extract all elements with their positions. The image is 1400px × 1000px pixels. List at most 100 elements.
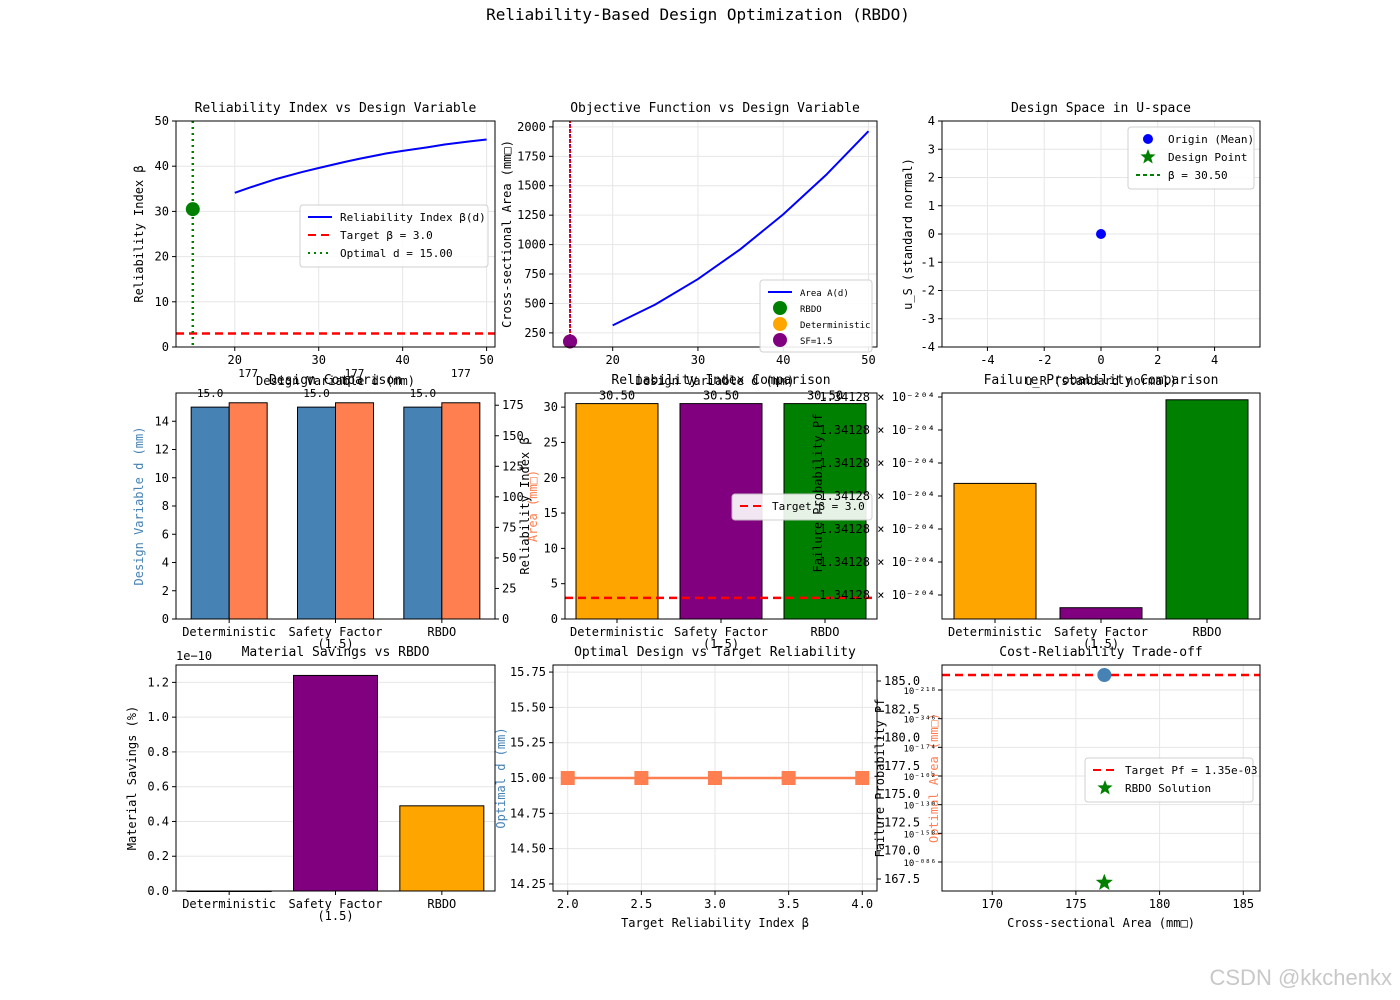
bar-value-label: 30.50 bbox=[703, 389, 739, 403]
text-line: 1000 bbox=[517, 238, 546, 252]
y-tick-label: 10⁻²¹⁸ bbox=[903, 687, 936, 697]
legend-label: Reliability Index β(d) bbox=[340, 211, 486, 224]
text-line: 180.0 bbox=[884, 731, 920, 745]
chart-title: Reliability Index vs Design Variable bbox=[195, 101, 477, 116]
text-line: 14.75 bbox=[510, 806, 546, 820]
y-tick-label: 10⁻³⁴⁶ bbox=[903, 716, 936, 726]
optimal-d-marker bbox=[634, 771, 649, 785]
y-tick-label: 10⁻¹⁰² bbox=[903, 773, 936, 783]
text-line: 15.00 bbox=[510, 771, 546, 785]
y-tick-label: 0 bbox=[502, 612, 509, 626]
text-line: 10⁻⁰⁸⁶ bbox=[903, 859, 936, 869]
legend-label: Design Point bbox=[1168, 151, 1247, 164]
y-tick-label: 10⁻⁰⁸⁶ bbox=[903, 859, 936, 869]
text-line: Cross-sectional Area (mm□) bbox=[500, 140, 514, 328]
bar-area-label: 177 bbox=[451, 367, 471, 380]
text-line: 2.0 bbox=[557, 897, 579, 911]
text-line: Design Variable d (mm) bbox=[256, 374, 415, 388]
y-tick-label: 30 bbox=[155, 204, 169, 218]
text-line: 15.0 bbox=[410, 387, 437, 400]
text-line: 0 bbox=[551, 612, 558, 626]
text-line: 1.0 bbox=[147, 710, 169, 724]
axes-frame bbox=[175, 664, 496, 892]
text-line: Failure Probability Pf bbox=[873, 699, 887, 858]
y-tick-label: 1.34128 × 10⁻²⁰⁴ bbox=[819, 390, 935, 404]
text-line: 40 bbox=[395, 353, 409, 367]
x-tick-label: 20 bbox=[605, 353, 619, 367]
x-tick-label: 40 bbox=[776, 353, 790, 367]
x-tick-label: 2 bbox=[1154, 353, 1161, 367]
text-line: 20 bbox=[155, 250, 169, 264]
text-line: 2 bbox=[162, 584, 169, 598]
axes-frame bbox=[941, 120, 1261, 348]
x-tick-label: Safety Factor (1.5) bbox=[289, 897, 383, 923]
y-tick-label: 0 bbox=[162, 612, 169, 626]
legend-box bbox=[299, 204, 489, 268]
text-line: 20 bbox=[544, 471, 558, 485]
x-tick-label: RBDO bbox=[427, 625, 456, 639]
text-line: RBDO bbox=[427, 897, 456, 911]
text-line: 50 bbox=[479, 353, 493, 367]
y-tick-label: 30 bbox=[544, 400, 558, 414]
legend-label: Target β = 3.0 bbox=[772, 500, 865, 513]
text-line: 20 bbox=[605, 353, 619, 367]
x-tick-label: 3.5 bbox=[778, 897, 800, 911]
text-line: 30.50 bbox=[599, 389, 635, 403]
star-marker bbox=[1140, 149, 1156, 164]
bar bbox=[1059, 607, 1143, 620]
x-tick-label: 2.5 bbox=[631, 897, 653, 911]
x-tick-label: Deterministic bbox=[570, 625, 664, 639]
legend-label: RBDO Solution bbox=[1125, 782, 1211, 795]
chart-objective-function: 250 500 750 1000 1250 1500 1750 2000 20 30 40 50 Obj… bbox=[500, 101, 878, 388]
y-tick-label: -2 bbox=[921, 284, 935, 298]
text-line: -4 bbox=[980, 353, 994, 367]
text-line: 50 bbox=[155, 114, 169, 128]
bar-d-label: 15.0 bbox=[303, 387, 330, 400]
x-tick-label: RBDO bbox=[427, 897, 456, 911]
y-tick-label: 185.0 bbox=[884, 674, 920, 688]
text-line: 1750 bbox=[517, 149, 546, 163]
text-line: 177 bbox=[451, 367, 471, 380]
text-line: (1.5) bbox=[1083, 637, 1119, 651]
bar bbox=[399, 805, 485, 892]
text-line: Design Variable d (mm) bbox=[636, 374, 795, 388]
y-tick-label: 125 bbox=[502, 459, 524, 473]
text-line: RBDO bbox=[1193, 625, 1222, 639]
text-line: -3 bbox=[921, 312, 935, 326]
text-line: 30 bbox=[155, 204, 169, 218]
text-line: Safety Factor bbox=[1054, 625, 1148, 639]
text-line: 0.8 bbox=[147, 745, 169, 759]
bar bbox=[575, 403, 659, 620]
text-line: -2 bbox=[921, 284, 935, 298]
y-axis-label: Failure Probability Pf bbox=[811, 414, 825, 573]
text-line: Reliability Index β bbox=[132, 165, 146, 302]
y-tick-label: 100 bbox=[502, 490, 524, 504]
text-line: Failure Probability Comparison bbox=[984, 373, 1219, 388]
text-line: 177 bbox=[238, 367, 258, 380]
text-line: 4 bbox=[162, 556, 169, 570]
y-axis-label: Material Savings (%) bbox=[125, 706, 139, 851]
y-tick-label: 0.0 bbox=[147, 884, 169, 898]
legend-box bbox=[1127, 126, 1255, 190]
x-tick-label: Deterministic bbox=[182, 625, 276, 639]
optimal-d-marker bbox=[781, 771, 796, 785]
y-tick-label: 182.5 bbox=[884, 702, 920, 716]
chart-title: Cost-Reliability Trade-off bbox=[999, 645, 1203, 660]
y-tick-label: 172.5 bbox=[884, 815, 920, 829]
text-line: 185 bbox=[1232, 897, 1254, 911]
text-line: 2 bbox=[1154, 353, 1161, 367]
text-line: 125 bbox=[502, 459, 524, 473]
text-line: 1.34128 × 10⁻²⁰⁴ bbox=[819, 522, 935, 536]
bar-d bbox=[297, 406, 336, 620]
text-line: RBDO bbox=[811, 625, 840, 639]
bar bbox=[953, 482, 1037, 620]
y-tick-label: 1.34128 × 10⁻²⁰⁴ bbox=[819, 423, 935, 437]
y-tick-label: 4 bbox=[162, 556, 169, 570]
bar-area bbox=[441, 402, 481, 620]
text-line: 10 bbox=[155, 471, 169, 485]
y-tick-label: 0 bbox=[551, 612, 558, 626]
text-line: 30 bbox=[311, 353, 325, 367]
y-tick-label: 1500 bbox=[517, 179, 546, 193]
x-tick-label: 50 bbox=[479, 353, 493, 367]
